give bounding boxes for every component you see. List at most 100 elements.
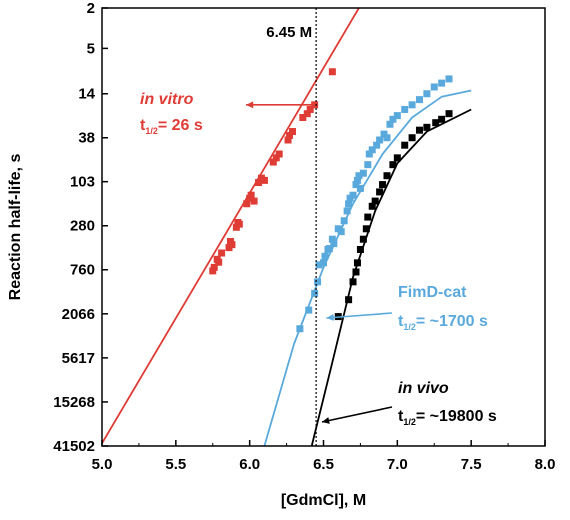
data-point-in-vitro bbox=[243, 200, 251, 208]
x-tick-label: 5.0 bbox=[92, 456, 113, 473]
data-point-in-vivo bbox=[368, 202, 376, 210]
data-point-fimd-cat bbox=[330, 240, 338, 248]
annotation-invitro-arrowhead bbox=[246, 101, 254, 109]
data-point-in-vitro bbox=[299, 113, 307, 121]
data-point-fimd-cat bbox=[320, 259, 327, 267]
data-point-fimd-cat bbox=[408, 101, 416, 109]
data-point-fimd-cat bbox=[352, 181, 360, 189]
y-tick-label: 2 bbox=[87, 0, 95, 17]
annotation-invivo-arrowhead bbox=[322, 417, 330, 424]
data-point-in-vivo bbox=[423, 123, 431, 131]
data-point-in-vivo bbox=[359, 235, 367, 243]
data-point-in-vivo bbox=[432, 119, 440, 127]
data-point-fimd-cat bbox=[376, 136, 384, 144]
data-point-in-vitro bbox=[275, 150, 283, 158]
data-point-in-vitro bbox=[215, 258, 223, 266]
data-point-in-vitro bbox=[306, 105, 314, 113]
fit-line-in-vivo bbox=[310, 108, 472, 446]
data-point-fimd-cat bbox=[383, 134, 391, 142]
data-point-in-vitro bbox=[288, 128, 296, 136]
data-point-fimd-cat bbox=[311, 289, 319, 297]
data-point-in-vivo bbox=[353, 259, 361, 267]
data-point-in-vivo bbox=[362, 225, 370, 233]
data-point-fimd-cat bbox=[314, 278, 322, 286]
data-point-in-vivo bbox=[401, 141, 409, 149]
data-point-fimd-cat bbox=[328, 235, 336, 243]
x-axis-label: [GdmCl], M bbox=[281, 492, 366, 509]
fit-line-in-vitro bbox=[102, 8, 360, 444]
data-point-in-vitro bbox=[228, 241, 236, 249]
data-point-fimd-cat bbox=[401, 105, 409, 113]
data-point-in-vitro bbox=[272, 154, 280, 162]
x-tick-label: 8.0 bbox=[535, 456, 556, 473]
y-tick-label: 41502 bbox=[53, 438, 95, 455]
y-tick-label: 38 bbox=[78, 130, 95, 147]
data-point-in-vitro bbox=[218, 249, 226, 257]
annotation-invitro-value: t1/2= 26 s bbox=[140, 117, 203, 136]
data-point-fimd-cat bbox=[345, 200, 353, 208]
data-point-in-vivo bbox=[364, 213, 372, 221]
data-point-in-vivo bbox=[415, 126, 423, 134]
data-point-in-vivo bbox=[408, 134, 416, 142]
x-tick-label: 6.5 bbox=[313, 456, 334, 473]
annotation-invitro: in vitro t1/2= 26 s bbox=[140, 91, 312, 136]
data-point-fimd-cat bbox=[296, 325, 304, 333]
y-tick-label: 280 bbox=[70, 218, 95, 235]
data-point-fimd-cat bbox=[445, 75, 453, 83]
data-point-fimd-cat bbox=[368, 146, 376, 154]
data-point-in-vitro bbox=[255, 179, 263, 187]
annotation-fimd-title: FimD-cat bbox=[398, 284, 467, 301]
data-point-in-vitro bbox=[284, 136, 292, 144]
data-point-fimd-cat bbox=[355, 172, 363, 180]
data-point-in-vivo bbox=[393, 154, 401, 162]
data-point-fimd-cat bbox=[325, 245, 333, 253]
reference-line-label: 6.45 M bbox=[266, 24, 312, 41]
annotation-fimd-arrowhead bbox=[326, 313, 334, 321]
data-point-fimd-cat bbox=[305, 306, 313, 314]
data-point-in-vivo bbox=[356, 245, 364, 253]
data-point-in-vivo bbox=[383, 172, 391, 180]
data-point-in-vitro bbox=[260, 176, 268, 184]
y-tick-label: 15268 bbox=[53, 394, 95, 411]
data-point-fimd-cat bbox=[423, 90, 431, 98]
x-tick-label: 7.0 bbox=[387, 456, 408, 473]
data-point-in-vitro bbox=[328, 68, 336, 76]
y-axis-label: Reaction half-life, s bbox=[7, 154, 24, 301]
data-point-in-vivo bbox=[371, 197, 379, 205]
data-point-fimd-cat bbox=[430, 83, 438, 91]
data-point-in-vivo bbox=[345, 296, 353, 304]
data-point-in-vitro bbox=[303, 110, 311, 118]
data-point-fimd-cat bbox=[389, 115, 397, 123]
data-point-in-vivo bbox=[445, 110, 453, 118]
x-tick-label: 7.5 bbox=[461, 456, 482, 473]
annotation-invivo-title: in vivo bbox=[398, 380, 449, 397]
data-point-fimd-cat bbox=[373, 141, 381, 149]
data-point-in-vitro bbox=[209, 267, 217, 275]
annotation-invitro-title: in vitro bbox=[140, 91, 194, 108]
annotation-invivo-value: t1/2= ~19800 s bbox=[398, 408, 497, 427]
plot-area bbox=[102, 8, 472, 446]
y-tick-label: 103 bbox=[70, 174, 95, 191]
data-point-fimd-cat bbox=[337, 228, 345, 236]
data-point-fimd-cat bbox=[438, 79, 446, 87]
data-point-in-vitro bbox=[250, 197, 258, 205]
plot-frame bbox=[101, 7, 546, 447]
data-point-in-vitro bbox=[311, 101, 319, 109]
data-point-fimd-cat bbox=[315, 261, 323, 269]
data-point-in-vivo bbox=[438, 115, 446, 123]
axes: 5.0 5.5 6.0 6.5 7.0 7.5 8.0 2 5 14 38 103 280 760 2066… bbox=[7, 0, 555, 509]
data-point-in-vitro bbox=[247, 191, 255, 199]
x-tick-label: 6.0 bbox=[239, 456, 260, 473]
annotation-fimd-value: t1/2= ~1700 s bbox=[398, 313, 488, 332]
data-point-in-vitro bbox=[286, 131, 294, 139]
y-tick-label: 5617 bbox=[62, 350, 95, 367]
data-point-fimd-cat bbox=[365, 150, 373, 158]
data-point-in-vitro bbox=[235, 220, 243, 228]
annotation-fimd: FimD-cat t1/2= ~1700 s bbox=[326, 284, 488, 332]
data-point-fimd-cat bbox=[364, 161, 372, 169]
data-point-fimd-cat bbox=[353, 176, 361, 184]
annotation-invivo-arrow bbox=[321, 406, 393, 423]
data-point-in-vitro bbox=[210, 263, 218, 271]
y-tick-label: 760 bbox=[70, 262, 95, 279]
